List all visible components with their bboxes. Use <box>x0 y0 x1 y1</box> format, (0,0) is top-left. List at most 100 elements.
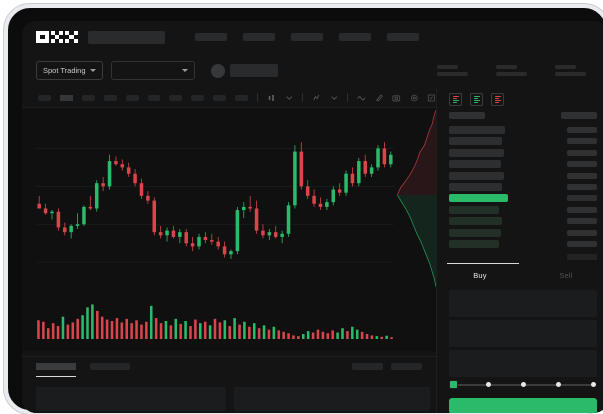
orderbook-asks-icon[interactable] <box>491 93 504 106</box>
market-type-label: Spot Trading <box>43 66 86 75</box>
slider-step-100[interactable] <box>590 382 596 388</box>
slider-step-75[interactable] <box>555 382 561 388</box>
camera-icon[interactable] <box>392 93 401 103</box>
search-input[interactable] <box>88 30 165 44</box>
total-field[interactable] <box>449 350 597 377</box>
orderbook-mode-line <box>452 101 457 103</box>
orders-tabs <box>36 363 130 370</box>
pencil-icon[interactable] <box>375 93 384 103</box>
chevron-down-icon <box>181 69 188 72</box>
depth-chart <box>394 108 437 293</box>
orderbook-price-bar <box>449 160 501 169</box>
slider-step-50[interactable] <box>520 382 526 388</box>
chart-interval-9[interactable] <box>213 94 227 101</box>
orders-tab-history[interactable] <box>90 363 130 370</box>
orderbook-row[interactable] <box>449 194 597 203</box>
nav-item-5[interactable] <box>387 33 419 41</box>
orderbook-header-price <box>449 112 485 119</box>
orderbook-bids-icon[interactable] <box>470 93 483 106</box>
chart-interval-5[interactable] <box>125 94 139 101</box>
orderbook-price-bar <box>449 183 503 191</box>
price-chart[interactable] <box>22 108 436 293</box>
orderbook-mode-line <box>452 99 459 102</box>
trading-pair-select[interactable] <box>110 61 195 80</box>
orderbook-mode-line <box>473 99 480 102</box>
amount-field[interactable] <box>449 320 597 347</box>
chevron-down-icon[interactable] <box>285 93 294 103</box>
chart-interval-3[interactable] <box>81 94 95 101</box>
orderbook-mode-line <box>473 101 478 103</box>
chart-interval-4[interactable] <box>103 94 117 101</box>
chevron-down-icon[interactable] <box>330 93 339 103</box>
orderbook-mode-line <box>452 96 459 98</box>
chart-interval-6[interactable] <box>147 94 161 101</box>
orderbook-amount <box>567 206 597 213</box>
orderbook-price-bar <box>449 148 504 157</box>
orderbook-row[interactable] <box>449 137 597 146</box>
orderbook-price-bar <box>449 137 503 146</box>
okx-logo-glyph-1 <box>50 30 64 44</box>
last-price <box>229 64 278 77</box>
orderbook-row[interactable] <box>449 126 597 134</box>
orderbook-row[interactable] <box>449 217 597 226</box>
orderbook-mode-line <box>452 97 457 100</box>
sell-tab[interactable]: Sell <box>523 264 603 286</box>
amount-slider[interactable] <box>448 380 597 390</box>
buy-tab[interactable]: Buy <box>437 264 523 286</box>
orderbook-row[interactable] <box>449 205 597 214</box>
orderbook-amount <box>567 138 597 145</box>
chart-interval-8[interactable] <box>191 94 205 101</box>
orders-panel <box>22 356 436 413</box>
orderbook[interactable] <box>437 112 603 258</box>
nav-item-2[interactable] <box>243 33 275 41</box>
buy-sell-indicator <box>447 263 519 265</box>
nav-item-4[interactable] <box>339 33 371 41</box>
indicators-icon[interactable] <box>312 93 321 103</box>
orderbook-amount <box>567 127 597 133</box>
okx-logo-glyph-2 <box>65 30 78 44</box>
price-field[interactable] <box>449 290 597 317</box>
orderbook-amount <box>567 149 597 156</box>
orderbook-row[interactable] <box>449 171 597 180</box>
volume-bars-svg <box>37 304 393 339</box>
orders-tab-open[interactable] <box>36 363 76 370</box>
chart-interval-2[interactable] <box>59 94 73 101</box>
toolbar-divider <box>347 93 349 102</box>
orders-actions <box>352 363 422 370</box>
submit-buy-button[interactable] <box>449 398 597 413</box>
orders-action-2[interactable] <box>391 363 422 370</box>
okx-logo-glyph-0 <box>36 30 49 44</box>
orderbook-row[interactable] <box>449 183 597 191</box>
line-chart-icon[interactable] <box>357 93 366 103</box>
slider-step-25[interactable] <box>485 382 491 388</box>
orderbook-both-icon[interactable] <box>449 93 462 106</box>
orderbook-price-bar <box>449 240 500 248</box>
orderbook-row[interactable] <box>449 160 597 169</box>
chart-interval-7[interactable] <box>169 94 183 101</box>
orderbook-row[interactable] <box>449 148 597 157</box>
orderbook-row[interactable] <box>449 228 597 237</box>
orders-action-1[interactable] <box>352 363 383 370</box>
header-nav <box>195 33 419 41</box>
nav-item-1[interactable] <box>195 33 227 41</box>
fullscreen-icon[interactable] <box>427 93 436 103</box>
orders-card-left <box>36 387 226 411</box>
orderbook-mode-switcher <box>449 93 504 106</box>
orderbook-row[interactable] <box>449 240 597 248</box>
settings-icon[interactable] <box>410 93 419 103</box>
chart-interval-10[interactable] <box>235 94 249 101</box>
app-header <box>22 21 603 53</box>
slider-handle[interactable] <box>448 380 458 389</box>
orderbook-amount <box>567 241 597 247</box>
ticker-stat-3 <box>555 65 586 76</box>
orders-body <box>36 387 430 411</box>
candle-type-icon[interactable] <box>267 93 276 103</box>
nav-item-3[interactable] <box>291 33 323 41</box>
market-type-selector[interactable]: Spot Trading <box>36 61 103 80</box>
candlestick-svg <box>36 142 394 263</box>
orderbook-mode-line <box>494 97 499 100</box>
orders-tab-indicator <box>36 376 76 378</box>
okx-logo-icon[interactable] <box>36 30 78 44</box>
chart-interval-1[interactable] <box>38 94 51 101</box>
toolbar-divider <box>302 93 303 102</box>
